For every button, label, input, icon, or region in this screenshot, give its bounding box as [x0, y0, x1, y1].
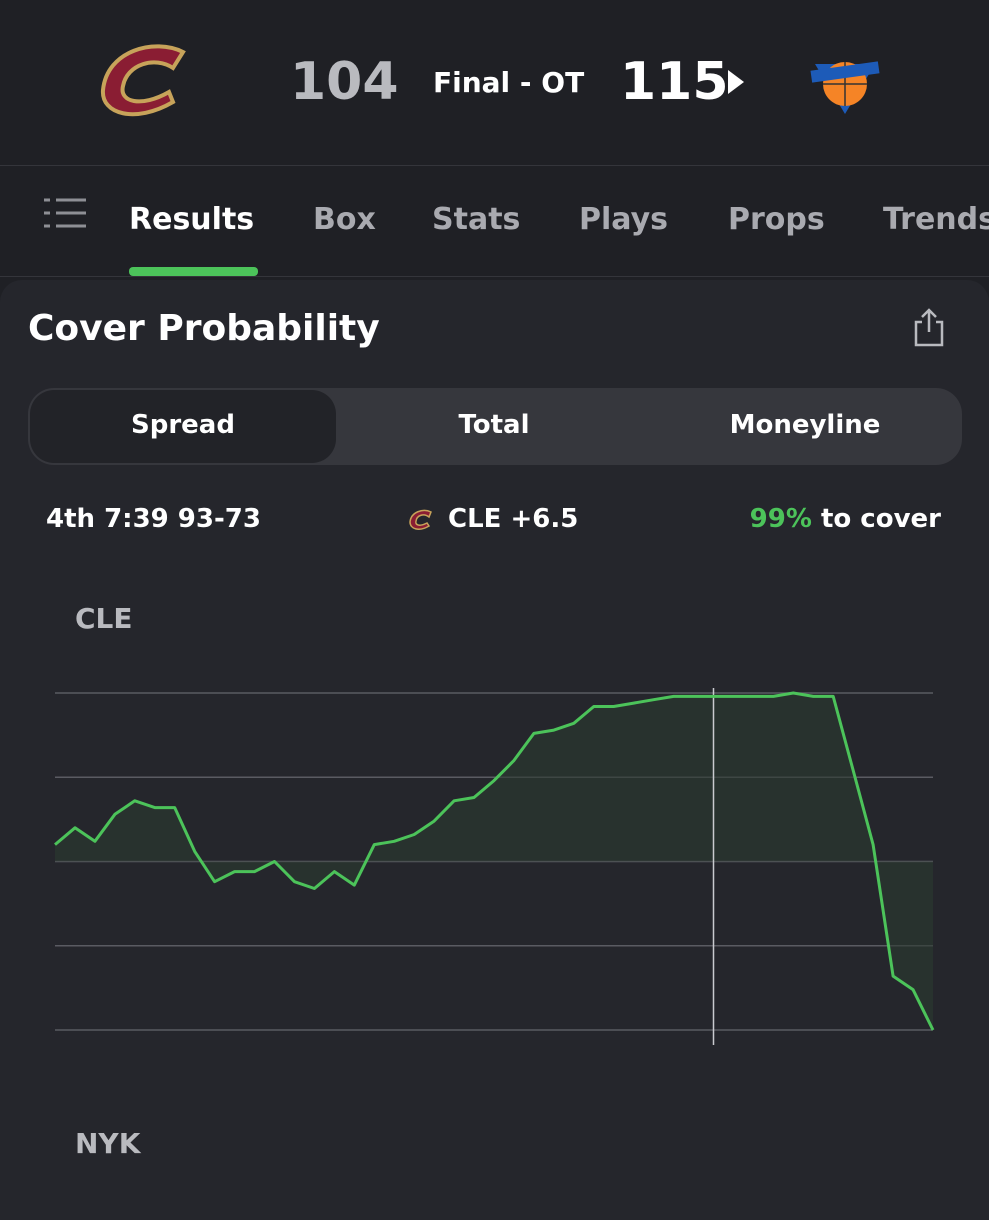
tab[interactable]: Stats: [432, 202, 521, 237]
knicks-logo[interactable]: [805, 50, 885, 116]
tab[interactable]: Trends: [883, 202, 989, 237]
bottom-team-label: NYK: [75, 1127, 142, 1160]
market-selector: Spread Total Moneyline: [28, 388, 962, 465]
share-icon[interactable]: [912, 308, 946, 348]
tab[interactable]: Props: [728, 202, 825, 237]
active-tab-indicator: [129, 267, 258, 276]
top-team-label: CLE: [75, 602, 133, 635]
away-score: 104: [290, 52, 399, 112]
game-status: Final - OT: [433, 66, 585, 99]
probability-line: [54, 691, 935, 1031]
tab[interactable]: Box: [313, 202, 376, 237]
segment-label[interactable]: Moneyline: [729, 410, 881, 440]
segment-label[interactable]: Spread: [131, 410, 235, 440]
tab[interactable]: Results: [129, 202, 255, 237]
probability-text: to cover: [820, 504, 941, 534]
spread-line: CLE +6.5: [448, 504, 579, 534]
cavaliers-logo[interactable]: [95, 40, 195, 125]
chart: CLE NYK: [54, 602, 935, 1160]
play-icon[interactable]: [724, 68, 748, 96]
probability-value: 99%: [749, 504, 812, 534]
selected-segment: [30, 390, 336, 463]
segment-label[interactable]: Total: [458, 410, 530, 440]
cover-probability: 99% to cover: [750, 504, 941, 534]
game-moment: 4th 7:39 93-73: [46, 504, 261, 534]
menu-icon[interactable]: [42, 196, 88, 230]
home-score: 115: [620, 52, 729, 112]
score-header: 104 Final - OT 115: [0, 0, 989, 166]
card-title: Cover Probability: [28, 308, 380, 349]
tab[interactable]: Plays: [579, 202, 669, 237]
team-logo-small: [409, 509, 432, 530]
area-fill: [55, 693, 933, 1030]
tab-bar: Results Box Stats Plays Props Trends: [0, 166, 989, 277]
